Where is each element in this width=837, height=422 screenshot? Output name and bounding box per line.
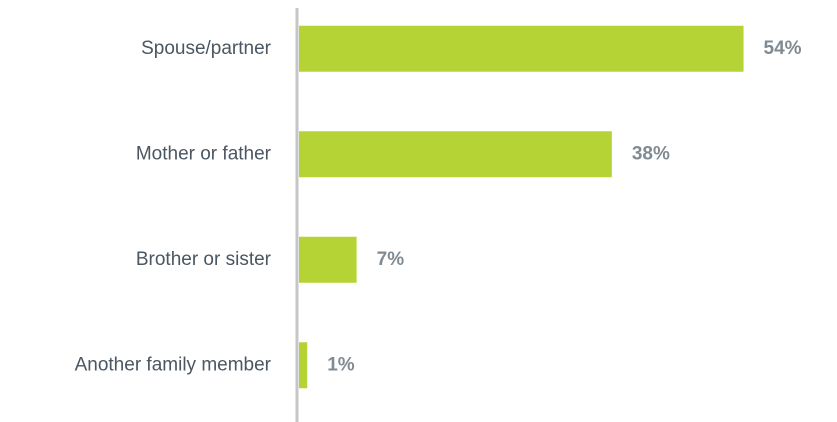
category-label: Another family member	[75, 354, 272, 375]
category-label: Spouse/partner	[141, 38, 272, 59]
value-label: 54%	[764, 38, 802, 59]
value-label: 1%	[327, 354, 355, 375]
bar	[299, 25, 744, 72]
category-label: Brother or sister	[136, 249, 272, 270]
bar	[299, 236, 357, 283]
bar	[299, 131, 612, 178]
value-label: 7%	[377, 249, 405, 270]
bar	[299, 342, 308, 389]
value-label: 38%	[632, 143, 670, 164]
category-label: Mother or father	[136, 143, 272, 164]
